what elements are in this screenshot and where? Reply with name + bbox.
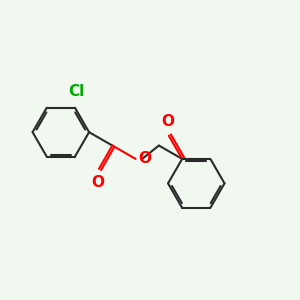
Text: O: O [91, 176, 104, 190]
Text: O: O [138, 152, 151, 166]
Text: O: O [161, 114, 174, 129]
Text: Cl: Cl [68, 84, 85, 99]
